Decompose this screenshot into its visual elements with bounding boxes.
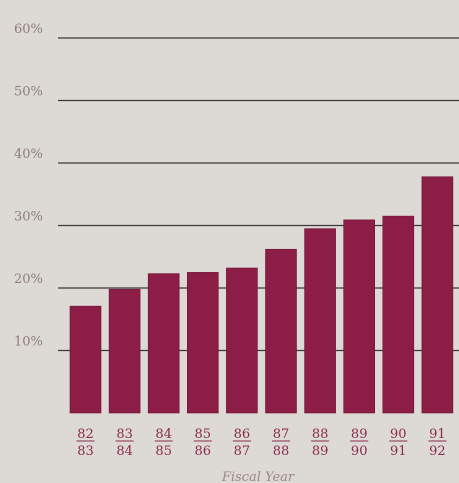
bar-84-85 <box>147 273 180 414</box>
x-tick-label-bottom: 87 <box>234 444 251 459</box>
bar-91-92 <box>421 176 454 414</box>
x-tick-label-top: 82 <box>77 427 94 442</box>
x-tick-label-bottom: 89 <box>312 444 329 459</box>
x-tick-label-top: 87 <box>273 427 290 442</box>
x-tick-label-bottom: 83 <box>77 444 94 459</box>
x-axis-label: Fiscal Year <box>221 470 295 483</box>
bar-89-90 <box>343 219 376 414</box>
y-tick-label-60: 60% <box>14 22 43 37</box>
x-tick-label-top: 88 <box>312 427 329 442</box>
x-tick-label-top: 90 <box>390 427 407 442</box>
x-tick-label-top: 83 <box>116 427 133 442</box>
y-tick-label-20: 20% <box>14 272 43 287</box>
x-tick-label-bottom: 85 <box>155 444 172 459</box>
bar-86-87 <box>226 267 258 414</box>
bar-88-89 <box>304 228 336 414</box>
x-tick-label-bottom: 92 <box>429 444 446 459</box>
x-tick-label-bottom: 88 <box>273 444 290 459</box>
y-tick-label-10: 10% <box>14 335 43 350</box>
x-tick-label-bottom: 86 <box>195 444 212 459</box>
bar-90-91 <box>382 215 415 414</box>
bar-83-84 <box>108 288 141 414</box>
bar-85-86 <box>187 272 219 414</box>
x-tick-label-bottom: 91 <box>390 444 407 459</box>
bar-82-83 <box>69 305 102 414</box>
bars <box>69 176 454 414</box>
x-tick-label-bottom: 90 <box>351 444 368 459</box>
x-tick-label-top: 86 <box>234 427 251 442</box>
x-tick-label-top: 85 <box>195 427 212 442</box>
x-tick-label-bottom: 84 <box>116 444 133 459</box>
x-tick-label-top: 84 <box>155 427 172 442</box>
y-tick-label-50: 50% <box>14 85 43 100</box>
y-axis-tick-labels: 10% 20% 30% 40% 50% 60% <box>14 22 43 350</box>
y-tick-label-30: 30% <box>14 210 43 225</box>
x-tick-label-top: 91 <box>429 427 446 442</box>
bar-87-88 <box>265 248 297 414</box>
y-tick-label-40: 40% <box>14 147 43 162</box>
x-tick-label-top: 89 <box>351 427 368 442</box>
